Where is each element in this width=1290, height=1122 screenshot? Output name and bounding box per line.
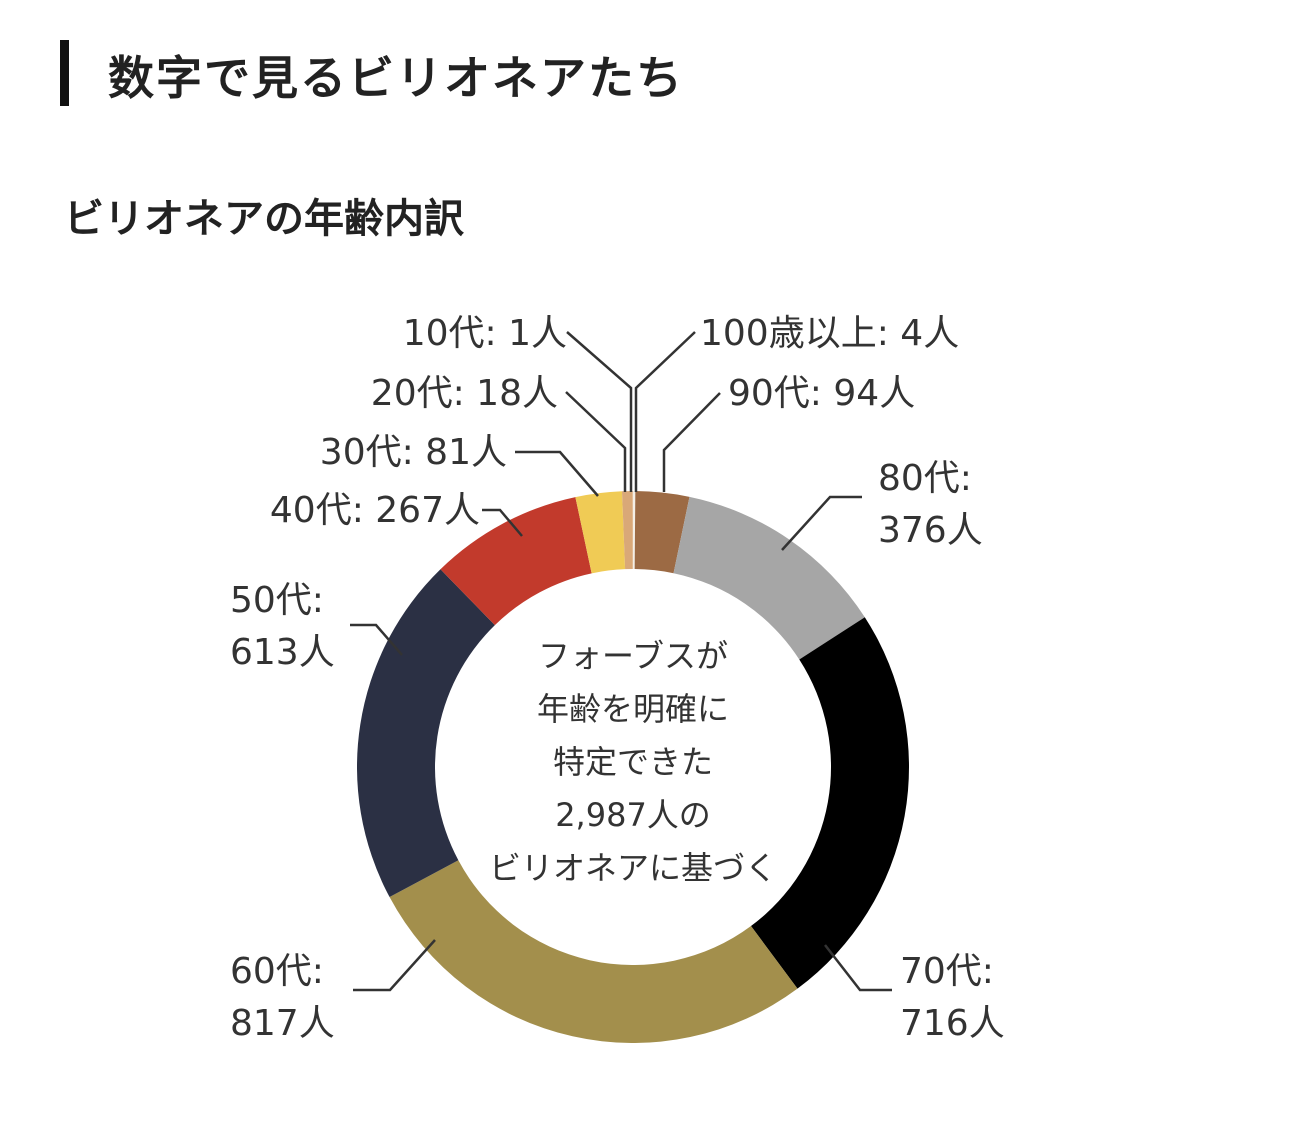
donut-slice-7 bbox=[575, 491, 626, 574]
leader-line-2 bbox=[781, 495, 862, 551]
center-text-line: 特定できた bbox=[553, 743, 713, 781]
leader-line-5 bbox=[350, 623, 403, 656]
donut-slice-4 bbox=[389, 860, 798, 1043]
donut-slice-9 bbox=[632, 491, 633, 570]
donut-slice-3 bbox=[750, 617, 909, 989]
center-text-line: 年齢を明確に bbox=[537, 690, 729, 728]
center-text-line: 2,987人の bbox=[555, 796, 711, 834]
donut-slice-2 bbox=[673, 496, 865, 660]
donut-slice-6 bbox=[440, 497, 592, 626]
leader-line-6 bbox=[482, 508, 523, 537]
donut-slice-1 bbox=[634, 491, 690, 574]
leader-line-4 bbox=[353, 939, 436, 992]
center-text-line: フォーブスが bbox=[538, 637, 728, 675]
data-label-5: 50代: 613人 bbox=[230, 580, 335, 673]
donut-slice-5 bbox=[357, 569, 495, 898]
title-accent-bar bbox=[60, 40, 69, 106]
donut-slice-0 bbox=[633, 491, 636, 570]
leader-line-7 bbox=[515, 450, 599, 497]
data-label-3: 70代: 716人 bbox=[900, 951, 1005, 1044]
leader-line-9 bbox=[566, 331, 633, 492]
data-label-7: 30代: 81人 bbox=[320, 432, 507, 473]
donut-slice-8 bbox=[621, 491, 633, 570]
data-label-9: 10代: 1人 bbox=[403, 313, 567, 354]
data-label-0: 100歳以上: 4人 bbox=[700, 313, 959, 354]
page-title: 数字で見るビリオネアたち bbox=[108, 51, 684, 105]
data-label-8: 20代: 18人 bbox=[371, 373, 558, 414]
leader-line-0 bbox=[634, 331, 696, 492]
data-label-6: 40代: 267人 bbox=[270, 490, 480, 531]
leader-line-3 bbox=[824, 944, 892, 992]
data-label-1: 90代: 94人 bbox=[728, 373, 915, 414]
data-label-4: 60代: 817人 bbox=[230, 951, 335, 1044]
data-label-2: 80代: 376人 bbox=[878, 458, 983, 551]
chart-title: ビリオネアの年齢内訳 bbox=[64, 196, 464, 242]
leader-line-8 bbox=[565, 391, 627, 492]
leader-line-1 bbox=[662, 392, 721, 492]
center-text-line: ビリオネアに基づく bbox=[489, 849, 777, 887]
